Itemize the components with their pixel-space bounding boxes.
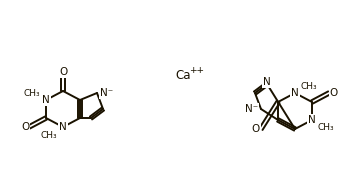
Text: N: N (59, 122, 67, 132)
Text: ++: ++ (189, 66, 204, 74)
Text: CH₃: CH₃ (318, 124, 334, 132)
Text: CH₃: CH₃ (24, 88, 40, 98)
Text: N: N (263, 77, 271, 87)
Text: N: N (308, 115, 316, 125)
Text: N: N (291, 88, 299, 98)
Text: O: O (21, 122, 29, 132)
Text: CH₃: CH₃ (41, 130, 57, 139)
Text: N: N (42, 95, 50, 105)
Text: O: O (59, 67, 67, 77)
Text: N⁻: N⁻ (100, 88, 113, 98)
Text: CH₃: CH₃ (301, 81, 317, 91)
Text: O: O (252, 124, 260, 134)
Text: O: O (330, 88, 338, 98)
Text: N⁻: N⁻ (245, 104, 258, 114)
Text: Ca: Ca (175, 69, 190, 81)
